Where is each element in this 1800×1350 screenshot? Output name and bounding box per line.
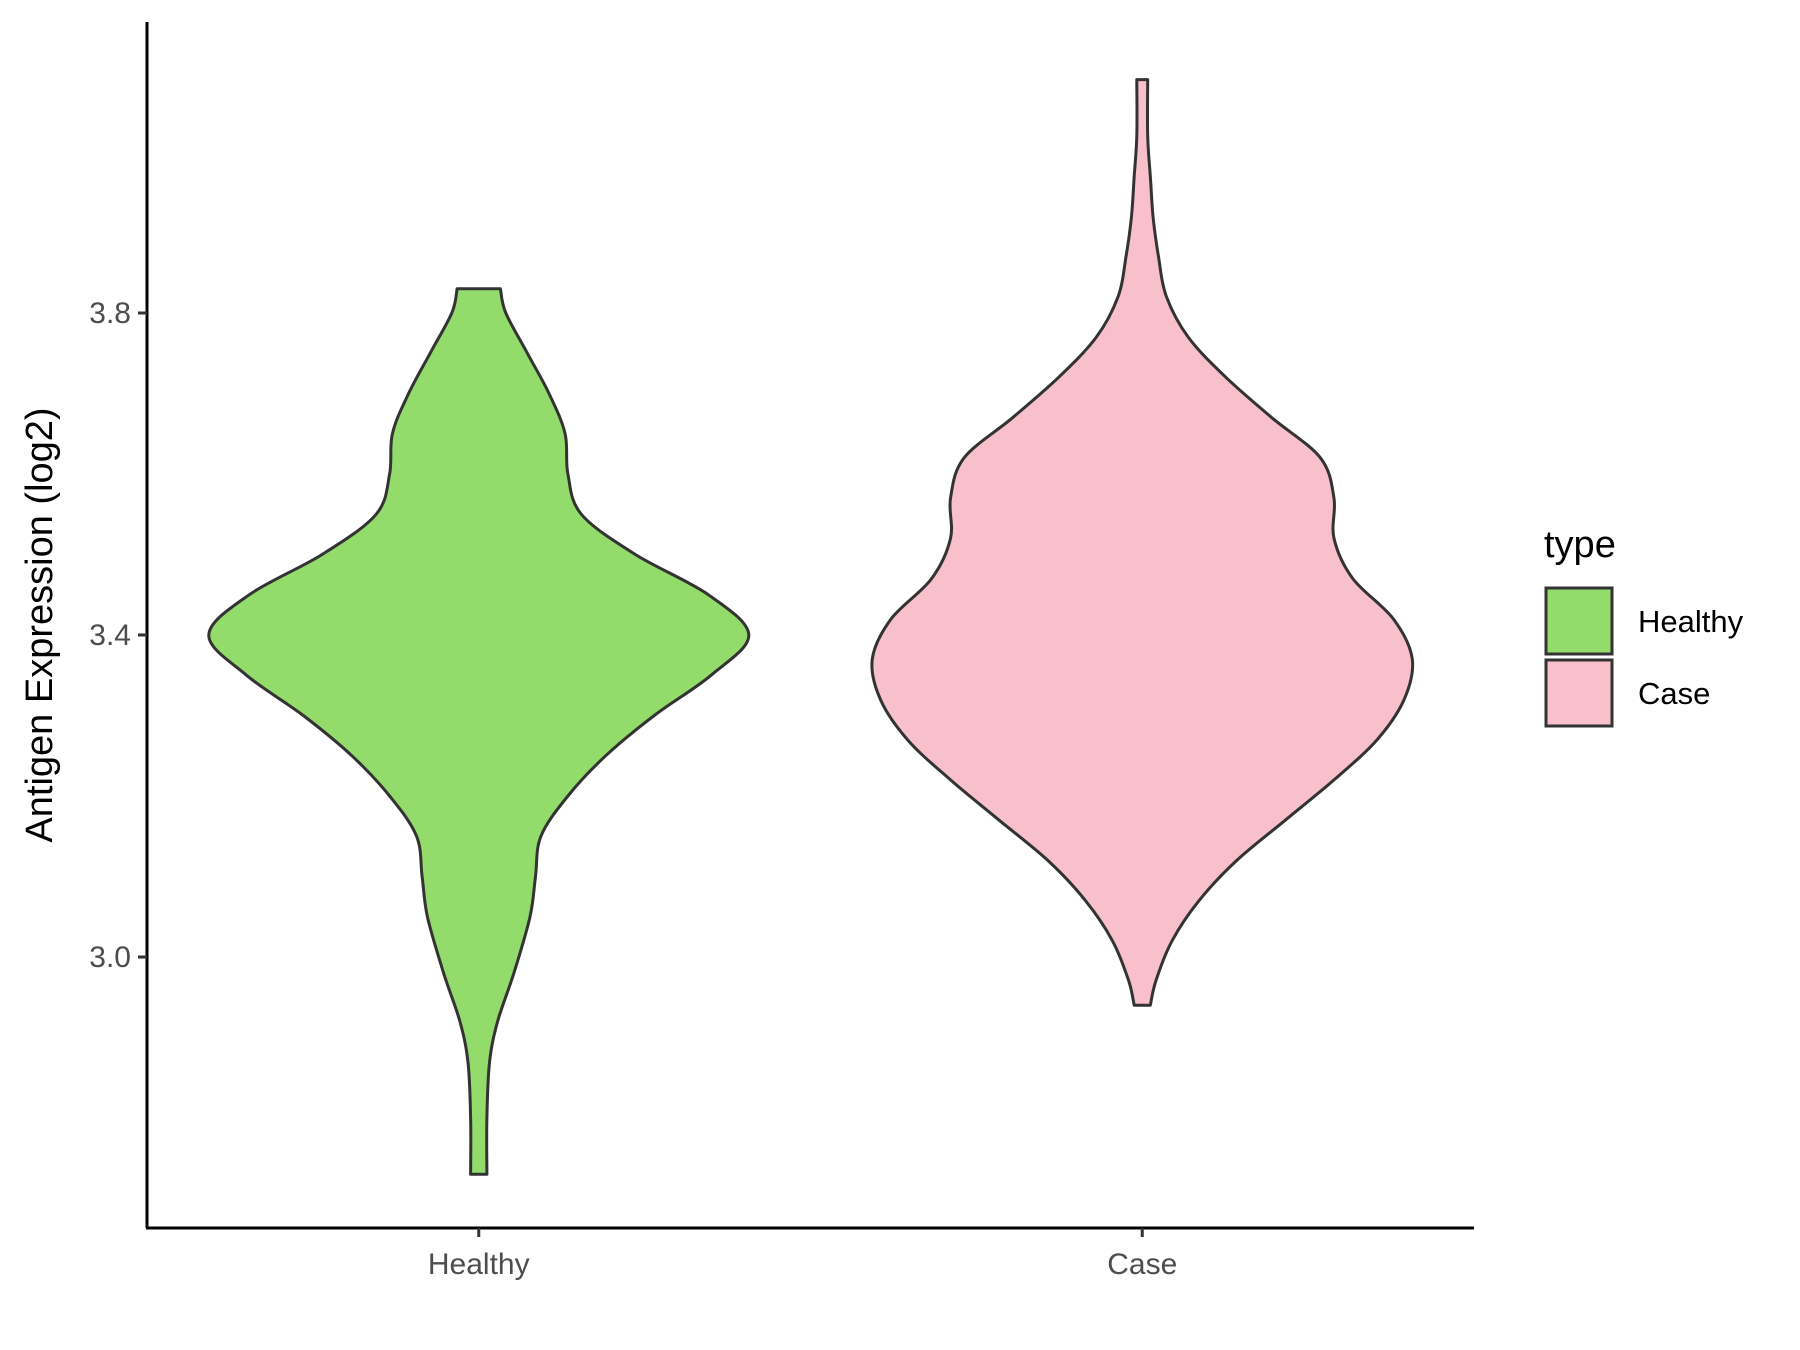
violin-layer bbox=[207, 78, 1415, 1176]
legend: type Healthy Case bbox=[1544, 524, 1744, 728]
y-tick-label: 3.0 bbox=[89, 941, 131, 974]
y-axis-title: Antigen Expression (log2) bbox=[19, 407, 61, 842]
legend-label-healthy: Healthy bbox=[1638, 604, 1744, 639]
legend-title: type bbox=[1544, 524, 1616, 566]
legend-label-case: Case bbox=[1638, 676, 1710, 711]
y-tick-label: 3.4 bbox=[89, 619, 131, 652]
legend-key-healthy bbox=[1544, 586, 1614, 656]
x-axis-ticks: Healthy Case bbox=[428, 1228, 1177, 1281]
legend-key-case bbox=[1544, 658, 1614, 728]
x-tick-label: Case bbox=[1107, 1248, 1177, 1281]
y-tick-label: 3.8 bbox=[89, 297, 131, 330]
violin-case bbox=[870, 78, 1415, 1007]
violin-healthy bbox=[207, 287, 751, 1176]
x-tick-label: Healthy bbox=[428, 1248, 530, 1281]
y-axis-ticks: 3.0 3.4 3.8 bbox=[89, 297, 147, 974]
